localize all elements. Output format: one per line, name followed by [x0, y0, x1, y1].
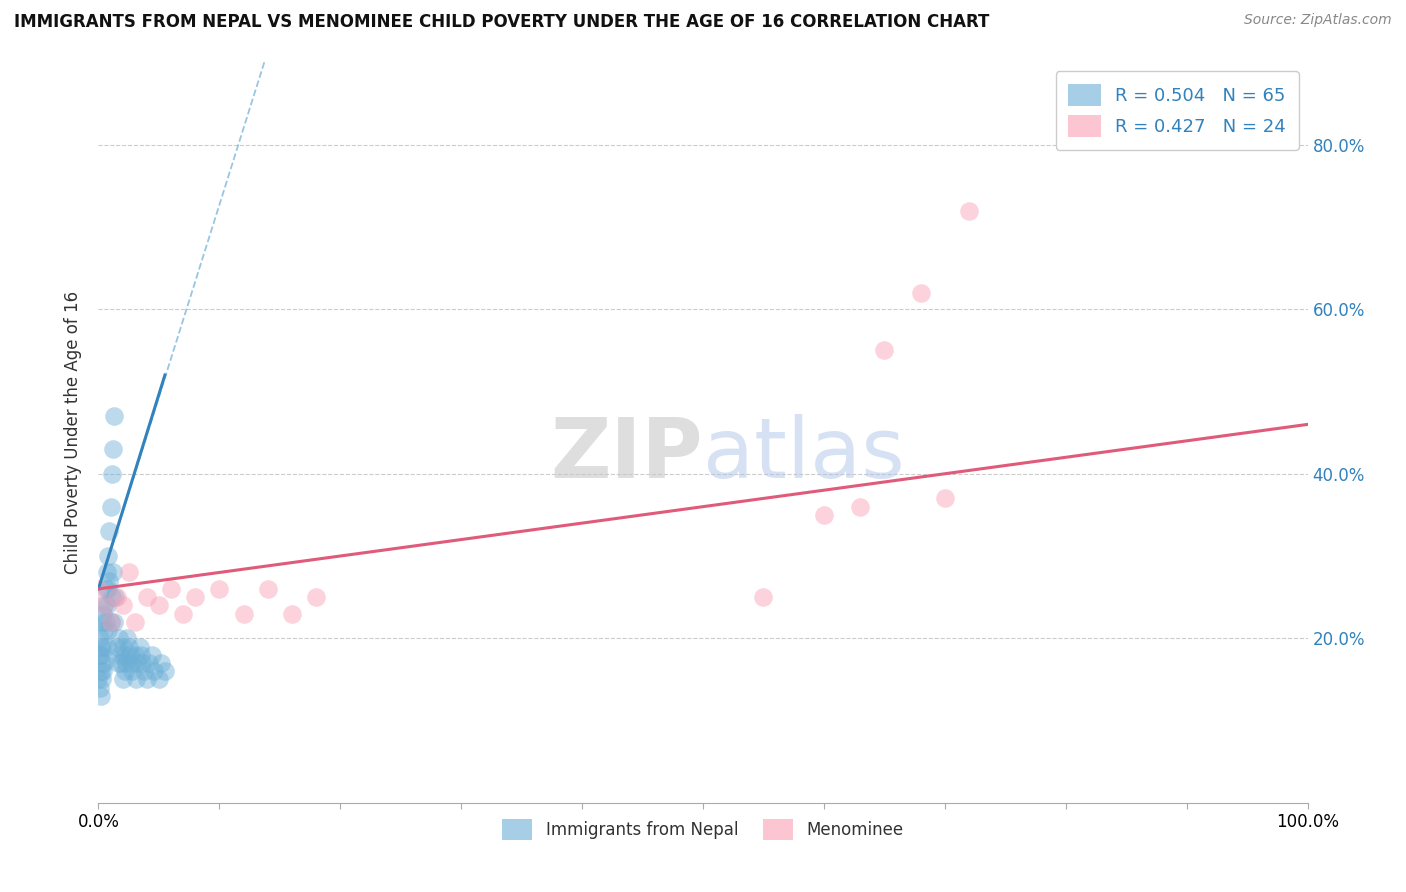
Point	[89, 648, 111, 662]
Point	[98, 524, 121, 539]
Point	[93, 599, 115, 613]
Point	[118, 566, 141, 580]
Point	[94, 582, 117, 596]
Point	[160, 582, 183, 596]
Point	[124, 615, 146, 629]
Point	[91, 673, 114, 687]
Point	[849, 500, 872, 514]
Point	[87, 582, 110, 596]
Point	[96, 640, 118, 654]
Point	[256, 582, 278, 596]
Point	[153, 664, 176, 678]
Point	[103, 615, 125, 629]
Point	[101, 566, 124, 580]
Point	[90, 640, 112, 654]
Point	[112, 648, 135, 662]
Point	[934, 491, 956, 506]
Point	[97, 623, 120, 637]
Point	[107, 656, 129, 670]
Point	[93, 599, 115, 613]
Point	[910, 285, 932, 300]
Point	[873, 343, 896, 358]
Point	[117, 632, 139, 646]
Point	[105, 590, 128, 604]
Point	[91, 656, 114, 670]
Point	[134, 664, 156, 678]
Point	[101, 442, 124, 456]
Point	[124, 648, 146, 662]
Point	[135, 590, 157, 604]
Point	[127, 656, 149, 670]
Point	[150, 656, 173, 670]
Point	[91, 607, 114, 621]
Point	[97, 582, 120, 596]
Point	[98, 574, 121, 588]
Point	[108, 648, 131, 662]
Point	[100, 590, 122, 604]
Point	[172, 607, 194, 621]
Point	[93, 656, 115, 670]
Text: Source: ZipAtlas.com: Source: ZipAtlas.com	[1244, 13, 1392, 28]
Point	[305, 590, 328, 604]
Point	[100, 500, 122, 514]
Point	[121, 664, 143, 678]
Point	[143, 664, 166, 678]
Point	[103, 409, 125, 424]
Point	[100, 615, 122, 629]
Point	[752, 590, 775, 604]
Point	[813, 508, 835, 522]
Point	[111, 640, 134, 654]
Text: IMMIGRANTS FROM NEPAL VS MENOMINEE CHILD POVERTY UNDER THE AGE OF 16 CORRELATION: IMMIGRANTS FROM NEPAL VS MENOMINEE CHILD…	[14, 13, 990, 31]
Point	[128, 640, 150, 654]
Point	[232, 607, 254, 621]
Point	[110, 656, 132, 670]
Point	[91, 640, 114, 654]
Point	[129, 648, 152, 662]
Point	[100, 467, 122, 481]
Point	[89, 632, 111, 646]
Point	[93, 623, 115, 637]
Point	[90, 664, 112, 678]
Point	[108, 632, 131, 646]
Y-axis label: Child Poverty Under the Age of 16: Child Poverty Under the Age of 16	[65, 291, 83, 574]
Point	[118, 648, 141, 662]
Point	[114, 664, 136, 678]
Point	[111, 599, 134, 613]
Point	[115, 656, 138, 670]
Text: ZIP: ZIP	[551, 414, 703, 495]
Point	[120, 656, 142, 670]
Point	[184, 590, 207, 604]
Point	[96, 599, 118, 613]
Point	[87, 673, 110, 687]
Point	[111, 673, 134, 687]
Point	[141, 648, 163, 662]
Point	[91, 664, 114, 678]
Point	[148, 673, 170, 687]
Point	[96, 566, 118, 580]
Point	[105, 640, 128, 654]
Point	[208, 582, 231, 596]
Point	[90, 689, 112, 703]
Point	[91, 648, 114, 662]
Point	[138, 656, 160, 670]
Point	[135, 673, 157, 687]
Point	[125, 673, 148, 687]
Point	[118, 640, 141, 654]
Point	[94, 615, 117, 629]
Point	[281, 607, 304, 621]
Point	[100, 615, 122, 629]
Text: atlas: atlas	[703, 414, 904, 495]
Point	[104, 590, 127, 604]
Point	[97, 549, 120, 563]
Legend: Immigrants from Nepal, Menominee: Immigrants from Nepal, Menominee	[496, 813, 910, 847]
Point	[131, 656, 153, 670]
Point	[957, 203, 980, 218]
Point	[148, 599, 170, 613]
Point	[89, 681, 111, 695]
Point	[91, 615, 114, 629]
